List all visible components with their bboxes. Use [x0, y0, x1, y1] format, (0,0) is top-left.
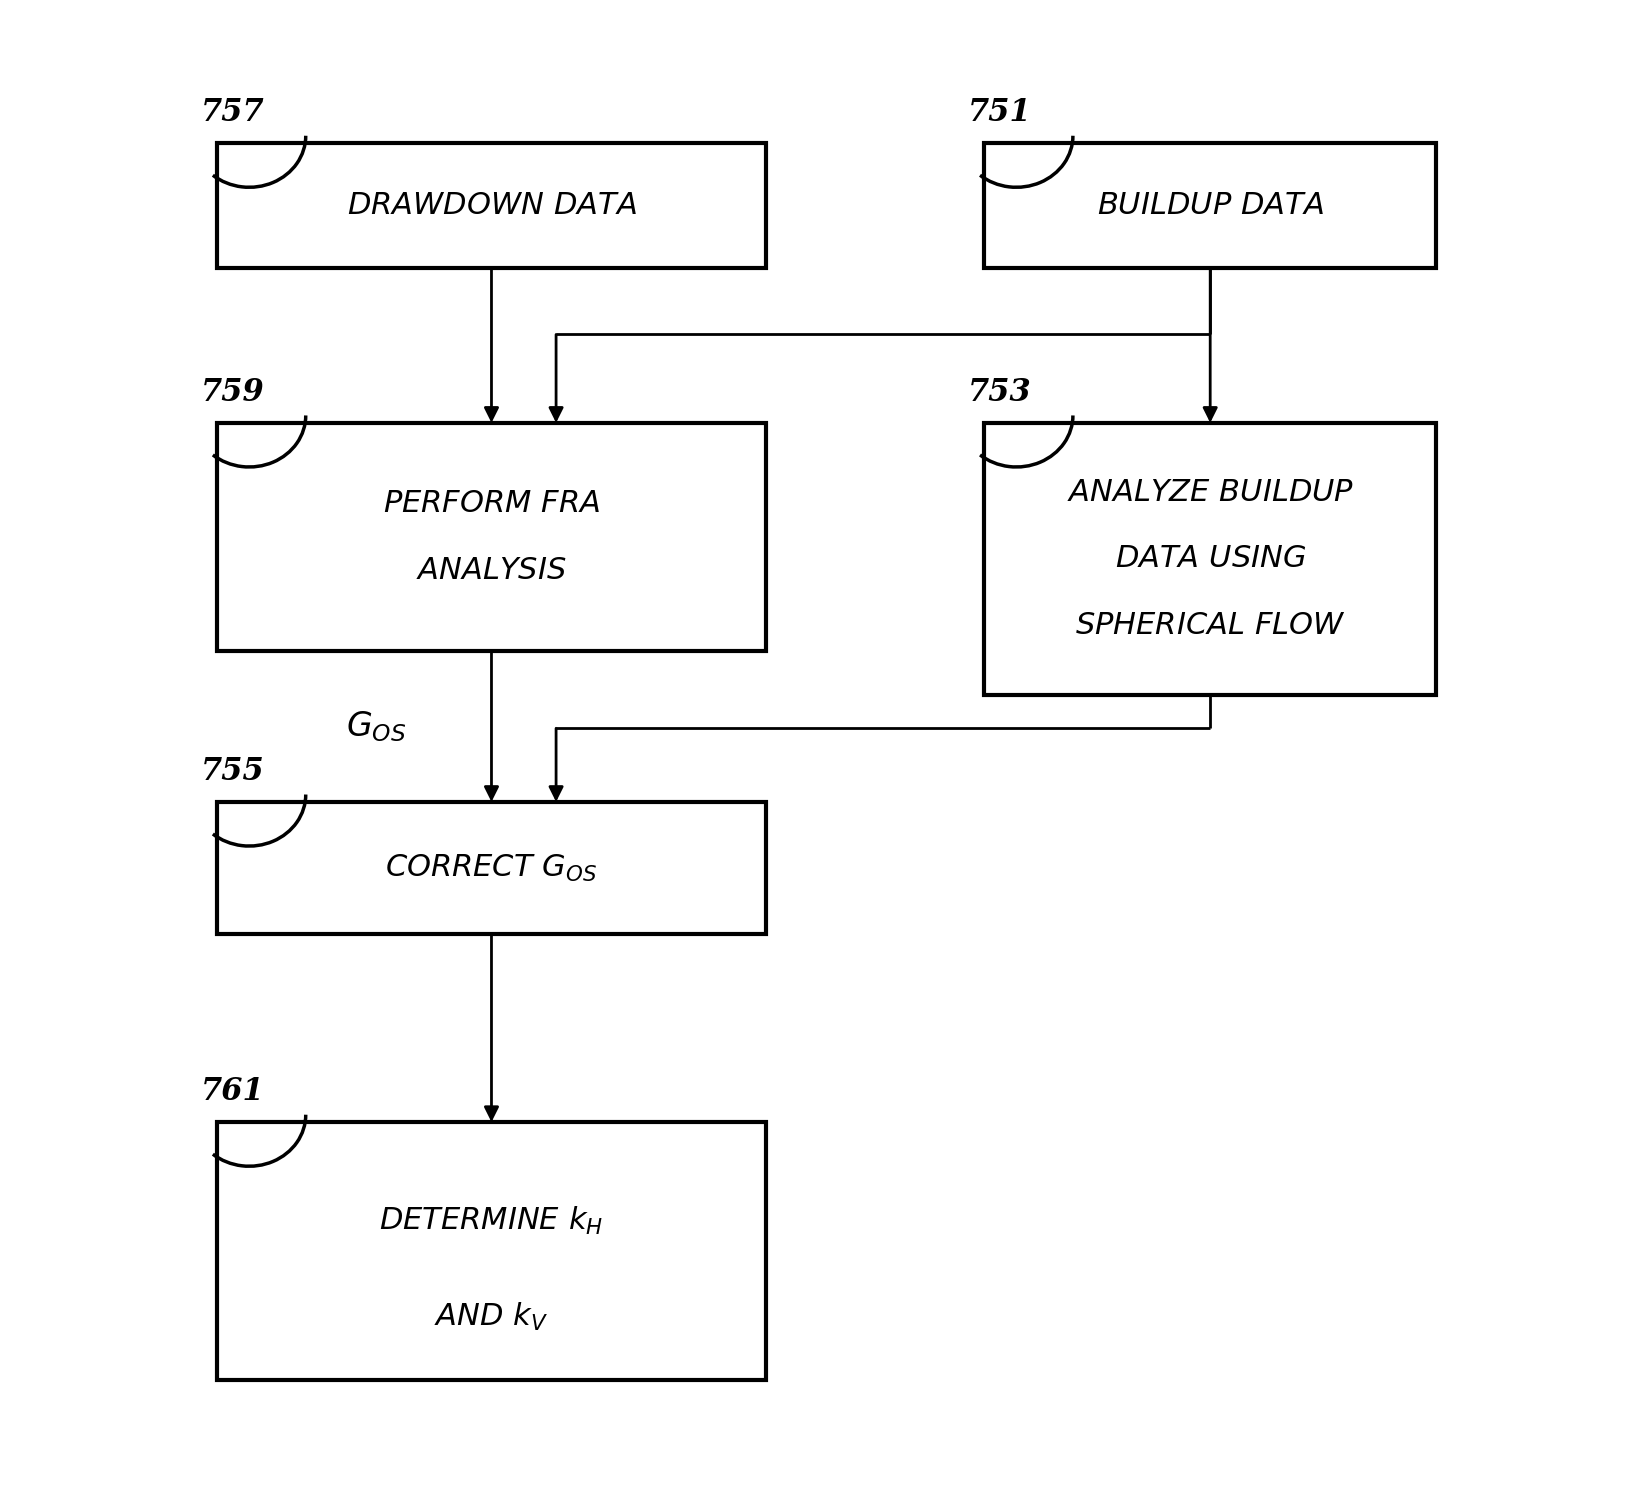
Text: $\it{CORRECT}\ \it{G}_{OS}$: $\it{CORRECT}\ \it{G}_{OS}$	[386, 853, 598, 884]
Bar	[217, 143, 766, 269]
Text: 751: 751	[968, 98, 1031, 128]
Bar	[984, 143, 1437, 269]
Bar	[217, 802, 766, 935]
Text: $\it{ANALYZE\ BUILDUP}$: $\it{ANALYZE\ BUILDUP}$	[1067, 477, 1354, 508]
Text: 761: 761	[200, 1076, 264, 1107]
Text: 755: 755	[200, 756, 264, 788]
Bar	[217, 1122, 766, 1379]
Text: $\it{BUILDUP\ DATA}$: $\it{BUILDUP\ DATA}$	[1096, 190, 1324, 221]
Text: $\it{DRAWDOWN\ DATA}$: $\it{DRAWDOWN\ DATA}$	[347, 190, 637, 221]
Text: 757: 757	[200, 98, 264, 128]
Text: $\it{SPHERICAL\ FLOW}$: $\it{SPHERICAL\ FLOW}$	[1075, 609, 1346, 640]
Text: 753: 753	[968, 377, 1031, 409]
Text: $\it{ANALYSIS}$: $\it{ANALYSIS}$	[415, 554, 567, 585]
Text: $\it{PERFORM\ FRA}$: $\it{PERFORM\ FRA}$	[383, 489, 599, 519]
Text: $\it{AND}\ \it{k}_{V}$: $\it{AND}\ \it{k}_{V}$	[435, 1302, 549, 1333]
Text: $\mathit{G}_{OS}$: $\mathit{G}_{OS}$	[345, 709, 407, 744]
Bar	[217, 424, 766, 651]
Bar	[984, 424, 1437, 695]
Text: $\it{DATA\ USING}$: $\it{DATA\ USING}$	[1114, 544, 1306, 575]
Text: $\it{DETERMINE}\ \it{k}_{H}$: $\it{DETERMINE}\ \it{k}_{H}$	[380, 1205, 604, 1238]
Text: 759: 759	[200, 377, 264, 409]
